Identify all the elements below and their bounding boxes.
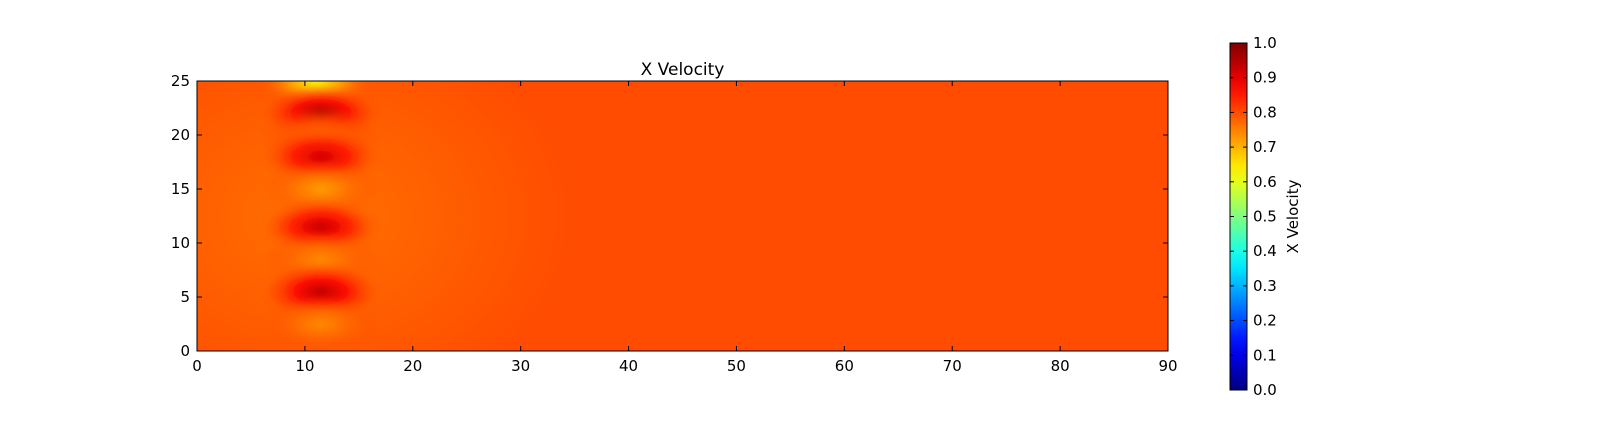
y-tick-label: 0	[180, 342, 190, 360]
y-tick-label: 20	[171, 126, 190, 144]
x-tick-label: 0	[192, 357, 202, 375]
colorbar-tick-label: 0.1	[1253, 346, 1277, 364]
x-tick-label: 90	[1158, 357, 1177, 375]
chart-title: X Velocity	[641, 60, 725, 80]
x-tick-label: 20	[403, 357, 422, 375]
colorbar-tick-label: 0.8	[1253, 103, 1277, 121]
x-tick-label: 40	[619, 357, 638, 375]
colorbar-label: X Velocity	[1284, 179, 1302, 253]
colorbar-tick-label: 0.7	[1253, 138, 1277, 156]
x-tick-label: 30	[511, 357, 530, 375]
colorbar-tick-label: 0.4	[1253, 242, 1277, 260]
plot-frame	[196, 80, 1169, 352]
colorbar-tick-label: 0.2	[1253, 312, 1277, 330]
heatmap-feature	[261, 295, 381, 351]
x-tick-label: 80	[1051, 357, 1070, 375]
x-tick-label: 60	[835, 357, 854, 375]
y-tick-label: 10	[171, 234, 190, 252]
x-tick-label: 70	[943, 357, 962, 375]
colorbar-tick-label: 0.0	[1253, 381, 1277, 399]
colorbar-tick-label: 0.5	[1253, 208, 1277, 226]
colorbar: 0.0 0.1 0.2 0.3 0.4 0.5 0.6 0.7 0.8 0.9 1.0	[1229, 34, 1277, 399]
x-tick-label: 10	[295, 357, 314, 375]
colorbar-tick-label: 0.6	[1253, 173, 1277, 191]
colorbar-tick-label: 0.3	[1253, 277, 1277, 295]
colorbar-tick-label: 1.0	[1253, 34, 1277, 52]
plot-axes: 0 10 20 30 40 50 60 70 80 90 0 5 10 15 20 25	[171, 72, 1178, 375]
colorbar-gradient	[1230, 43, 1247, 390]
y-tick-label: 15	[171, 180, 190, 198]
y-tick-label: 25	[171, 72, 190, 90]
x-tick-label: 50	[727, 357, 746, 375]
heatmap-field	[197, 81, 1168, 351]
y-tick-label: 5	[180, 288, 190, 306]
colorbar-tick-label: 0.9	[1253, 69, 1277, 87]
